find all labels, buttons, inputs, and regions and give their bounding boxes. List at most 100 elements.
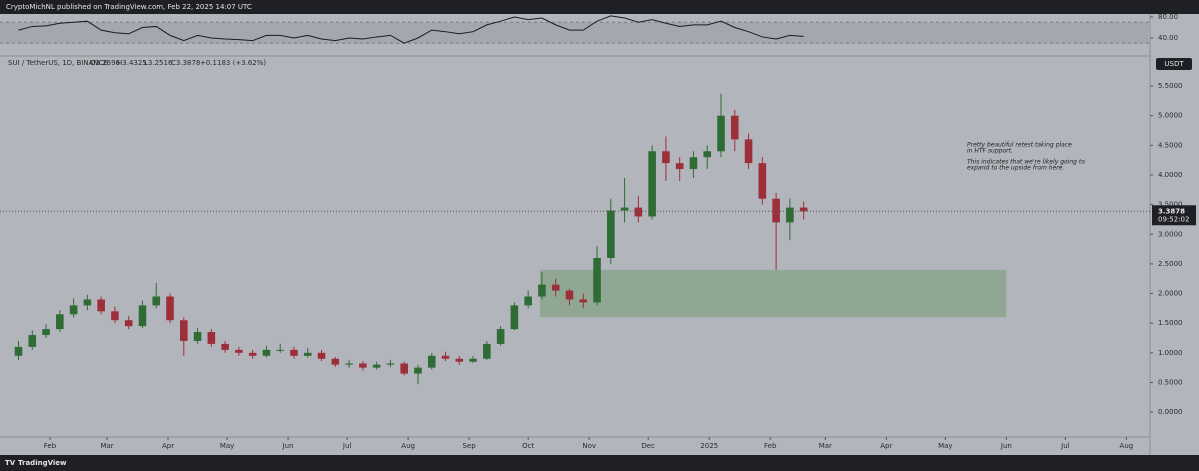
candle-body — [262, 349, 271, 356]
candle-body — [565, 290, 574, 300]
candle-body — [248, 352, 257, 356]
candle-body — [579, 299, 588, 303]
annotation-line: in HTF support. — [967, 148, 1013, 155]
candle-body — [620, 207, 629, 211]
candle-body — [276, 349, 285, 351]
candle-body — [483, 343, 491, 359]
candle-body — [235, 349, 243, 353]
x-tick-label: Feb — [764, 442, 777, 450]
footer-logo: TV — [5, 459, 16, 467]
candle-body — [138, 305, 147, 327]
candle-body — [551, 284, 560, 291]
candle-body — [510, 305, 519, 330]
currency-button[interactable] — [1156, 58, 1192, 70]
last-price-box — [1152, 205, 1196, 226]
candle-body — [717, 115, 725, 152]
candle-body — [166, 296, 174, 321]
ohlc-close: C3.3878 — [171, 59, 200, 67]
x-tick-label: Dec — [641, 442, 655, 450]
x-tick-label: Jul — [1060, 442, 1070, 450]
candle-body — [772, 198, 780, 223]
last-price-label: 3.3878 — [1158, 207, 1185, 215]
x-tick-label: Aug — [1120, 442, 1134, 450]
candle-body — [359, 363, 367, 368]
x-tick-label: Sep — [463, 442, 477, 450]
support-zone — [539, 269, 1007, 318]
x-tick-label: Feb — [44, 442, 57, 450]
x-tick-label: Mar — [100, 442, 113, 450]
y-tick-label: 0.0000 — [1158, 408, 1183, 416]
x-tick-label: 2025 — [700, 442, 718, 450]
annotation-line: expand to the upside from here. — [967, 165, 1064, 172]
chart-background — [0, 14, 1199, 455]
candle-body — [180, 320, 188, 341]
top-bar — [0, 0, 1199, 14]
candle-body — [496, 329, 505, 344]
x-tick-label: Jun — [282, 442, 294, 450]
candle-body — [675, 163, 684, 170]
y-tick-label: 2.0000 — [1158, 290, 1183, 298]
ohlc-low: L3.2516 — [144, 59, 173, 67]
annotation-line: This indicates that we're likely going t… — [967, 159, 1085, 166]
candle-body — [455, 358, 464, 362]
y-tick-label: 0.5000 — [1158, 378, 1183, 386]
x-tick-label: Apr — [880, 442, 892, 450]
candle-body — [345, 363, 353, 365]
candle-body — [207, 332, 216, 344]
candle-body — [69, 305, 78, 315]
y-tick-label: 5.5000 — [1158, 82, 1183, 90]
candle-body — [303, 352, 312, 356]
y-tick-label: 1.0000 — [1158, 349, 1183, 357]
x-tick-label: Jul — [342, 442, 352, 450]
candle-body — [83, 299, 92, 306]
candle-body — [290, 349, 298, 356]
x-tick-label: May — [220, 442, 234, 450]
x-tick-label: Jun — [1000, 442, 1012, 450]
currency[interactable]: USDT — [1164, 60, 1184, 68]
symbol: SUI / TetherUS, 1D, BINANCE — [8, 59, 108, 67]
annotation-line: Pretty beautiful retest taking place — [967, 142, 1072, 149]
footer-bar — [0, 455, 1199, 471]
candle-body — [193, 332, 202, 341]
ohlc-high: H3.4325 — [117, 59, 147, 67]
y-tick-label: 40.00 — [1158, 34, 1178, 42]
y-tick-label: 4.5000 — [1158, 141, 1183, 149]
candle-body — [317, 352, 326, 359]
ohlc-open: O3.2696 — [90, 59, 121, 67]
x-tick-label: Oct — [522, 442, 534, 450]
candle-body — [607, 210, 615, 258]
y-tick-label: 4.0000 — [1158, 171, 1183, 179]
candle-body — [758, 163, 767, 199]
y-tick-label: 3.5000 — [1158, 201, 1183, 209]
candle-body — [372, 364, 381, 368]
candle-body — [524, 296, 532, 306]
countdown: 09:52:02 — [1158, 215, 1189, 223]
candle-body — [42, 329, 50, 336]
candle-body — [14, 346, 23, 356]
candle-body — [152, 296, 161, 306]
x-tick-label: May — [938, 442, 952, 450]
candle-body — [593, 257, 601, 303]
candle-body — [221, 343, 229, 350]
candle-body — [689, 157, 698, 170]
candle-body — [386, 363, 395, 365]
candle-body — [634, 207, 643, 217]
candle-body — [427, 355, 436, 368]
footer-brand: TradingView — [18, 459, 67, 467]
candle-body — [400, 363, 408, 374]
x-tick-label: Aug — [401, 442, 415, 450]
candle-body — [786, 207, 794, 223]
candle-body — [111, 311, 119, 321]
candle-body — [414, 367, 422, 374]
y-tick-label: 2.5000 — [1158, 260, 1183, 268]
candle-body — [648, 151, 656, 217]
y-tick-label: 3.0000 — [1158, 230, 1183, 238]
candle-body — [538, 284, 546, 297]
y-tick-label: 1.5000 — [1158, 319, 1183, 327]
candle-body — [124, 320, 133, 327]
candle-body — [441, 355, 450, 359]
y-tick-label: 5.0000 — [1158, 112, 1183, 120]
candle-body — [730, 115, 739, 140]
